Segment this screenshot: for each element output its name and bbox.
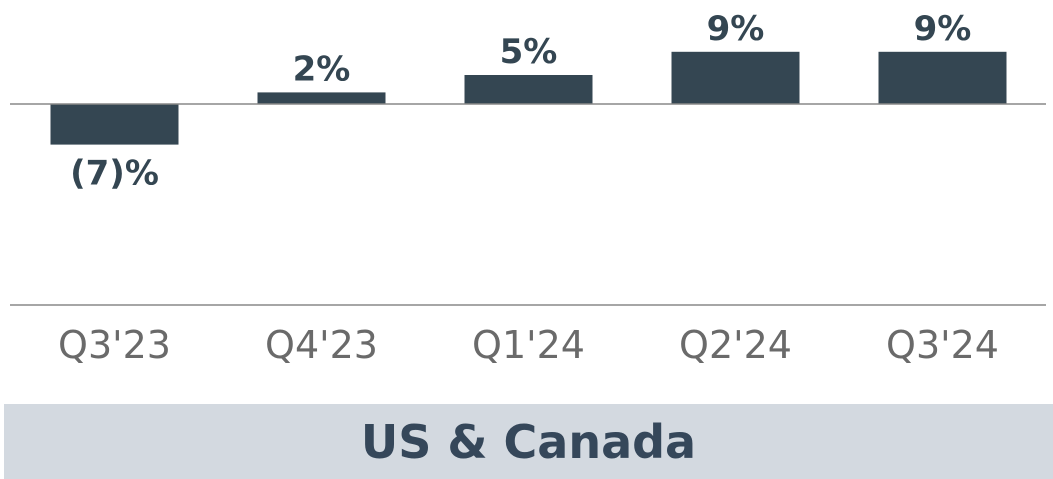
data-label-1: 2%	[293, 49, 351, 89]
x-tick-label-4: Q3'24	[886, 323, 999, 367]
data-label-3: 9%	[707, 9, 765, 49]
bar-4	[878, 51, 1007, 104]
x-tick-label-2: Q1'24	[472, 323, 585, 367]
x-tick-labels-layer: Q3'23 Q4'23 Q1'24 Q2'24 Q3'24	[58, 323, 999, 367]
bar-1	[257, 92, 386, 104]
bars-layer	[50, 51, 1007, 145]
region-title: US & Canada	[360, 414, 697, 469]
bar-2	[464, 75, 593, 104]
data-label-2: 5%	[500, 32, 558, 72]
x-tick-label-3: Q2'24	[679, 323, 792, 367]
data-labels-layer: (7)% 2% 5% 9% 9%	[70, 9, 971, 194]
x-tick-label-1: Q4'23	[265, 323, 378, 367]
data-label-4: 9%	[914, 9, 972, 49]
bar-3	[671, 51, 800, 104]
bar-chart: (7)% 2% 5% 9% 9% Q3'23 Q4'23 Q1'24 Q2'24 Q3'24	[10, 9, 1046, 367]
bar-0	[50, 104, 179, 145]
data-label-0: (7)%	[70, 154, 159, 194]
region-footer-band: US & Canada	[4, 404, 1053, 479]
x-tick-label-0: Q3'23	[58, 323, 171, 367]
